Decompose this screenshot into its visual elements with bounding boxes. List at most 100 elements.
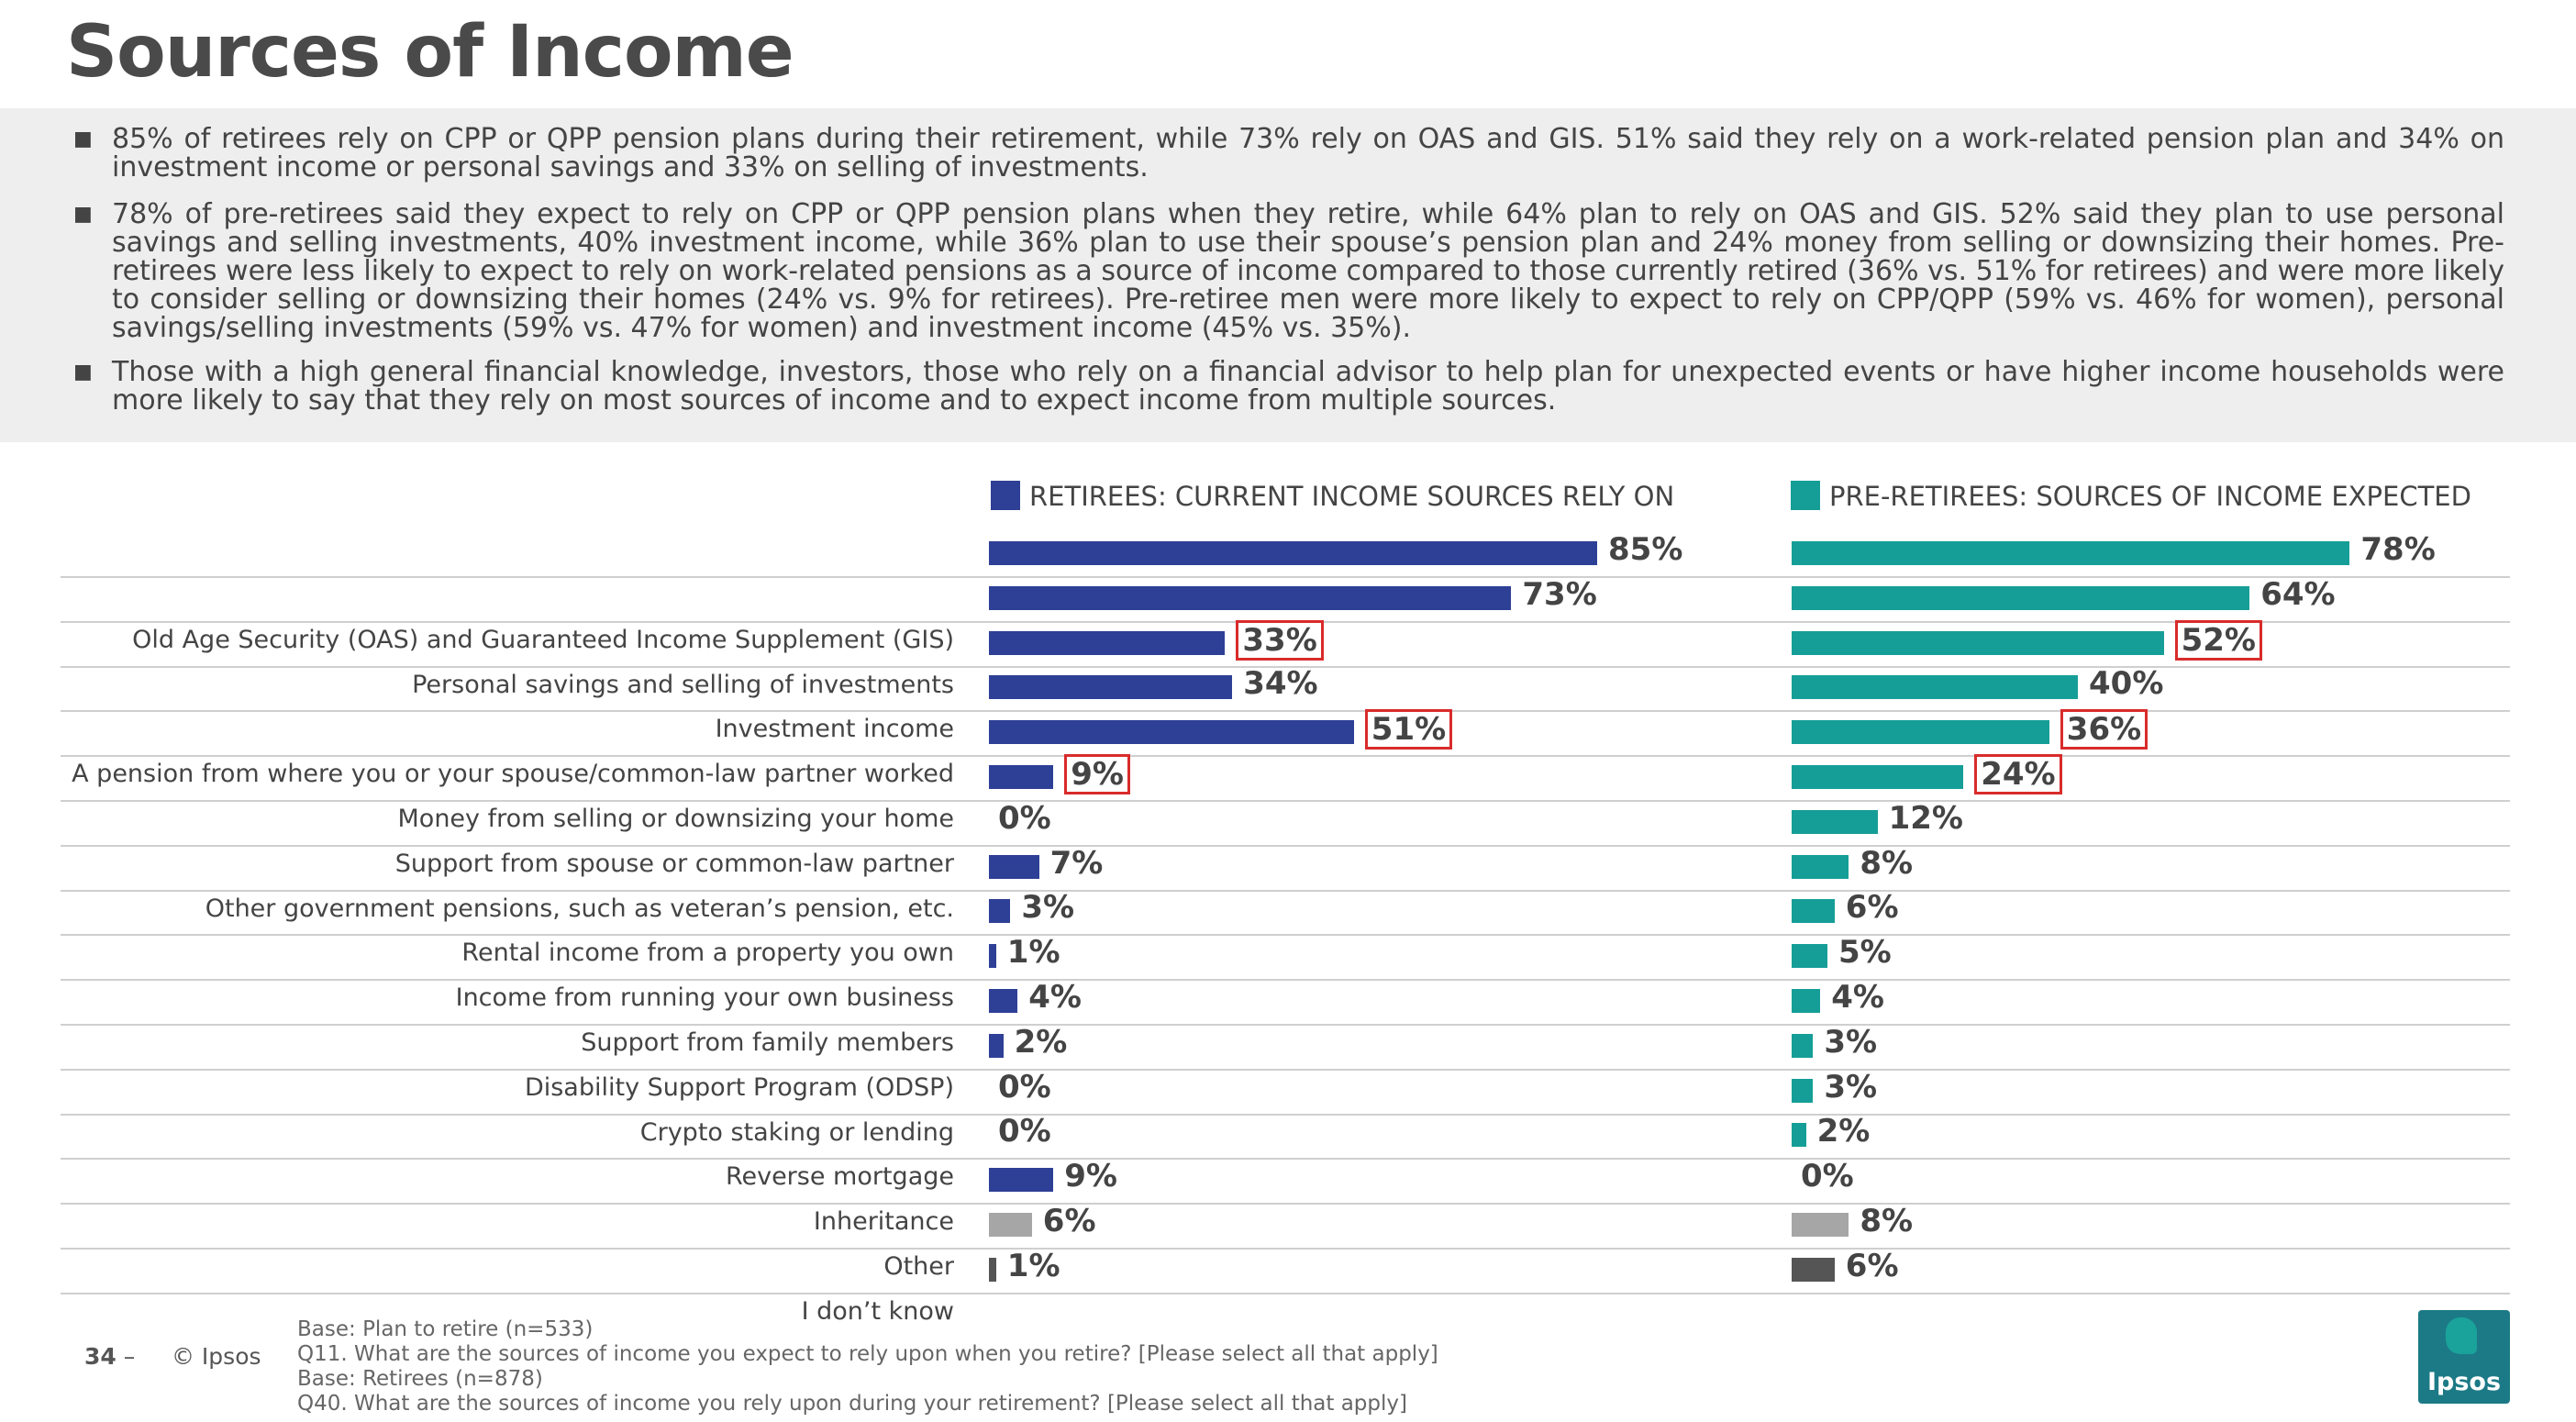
pre-retirees-value-label: 6% [1845, 889, 1899, 927]
row-divider [61, 755, 2510, 758]
pre-retirees-bar [1792, 1123, 1806, 1148]
pre-retirees-value-label: 8% [1860, 844, 1914, 882]
pre-retirees-bar [1792, 1078, 1814, 1103]
bullet-text: Those with a high general financial know… [112, 356, 2504, 417]
legend-label-retirees: RETIREES: CURRENT INCOME SOURCES RELY ON [1029, 481, 1675, 512]
bullet-text: 85% of retirees rely on CPP or QPP pensi… [112, 123, 2504, 183]
category-label: Support from spouse or common-law partne… [394, 849, 954, 878]
retirees-value-label: 4% [1028, 979, 1082, 1016]
retirees-value-label: 33% [1236, 619, 1324, 661]
retirees-bar [989, 541, 1597, 565]
retirees-bar [989, 1168, 1054, 1193]
pre-retirees-bar [1792, 585, 2250, 610]
category-label: I don’t know [801, 1296, 954, 1326]
retirees-bar [989, 630, 1226, 655]
bullet-marker-icon: ■ [73, 128, 93, 150]
row-divider [61, 889, 2510, 892]
page-separator: – [123, 1343, 136, 1370]
retirees-value-label: 1% [1006, 1247, 1060, 1284]
retirees-bar [989, 1033, 1004, 1058]
row-divider [61, 1068, 2510, 1071]
pre-retirees-value-label: 4% [1831, 979, 1884, 1016]
pre-retirees-value-label: 40% [2089, 665, 2164, 703]
pre-retirees-value-label: 8% [1860, 1203, 1914, 1239]
page-number: 34 [84, 1343, 117, 1370]
pre-retirees-bar [1792, 1033, 1814, 1058]
legend-swatch-pre-retirees [1791, 481, 1820, 510]
retirees-value-label: 9% [1064, 1158, 1117, 1195]
category-label: Support from family members [581, 1028, 954, 1057]
retirees-bar [989, 585, 1512, 610]
row-divider [61, 1113, 2510, 1116]
pre-retirees-value-label: 3% [1824, 1023, 1878, 1061]
page-footer: 34 – © Ipsos [84, 1343, 261, 1370]
bullet-text: 78% of pre-retirees said they expect to … [112, 198, 2504, 344]
pre-retirees-value-label: 78% [2360, 531, 2436, 568]
retirees-bar [989, 854, 1039, 879]
legend-retirees: RETIREES: CURRENT INCOME SOURCES RELY ON [991, 481, 1674, 512]
copyright: © Ipsos [171, 1343, 261, 1370]
retirees-value-label: 51% [1364, 709, 1453, 750]
row-divider [61, 665, 2510, 668]
category-label: Personal savings and selling of investme… [412, 670, 954, 699]
base-note: Base: Plan to retire (n=533) [297, 1317, 594, 1341]
category-label: Rental income from a property you own [461, 939, 954, 968]
row-divider [61, 1248, 2510, 1250]
pre-retirees-bar [1792, 1257, 1835, 1282]
bullet-marker-icon: ■ [73, 361, 93, 383]
pre-retirees-bar [1792, 944, 1827, 969]
pre-retirees-value-label: 5% [1838, 934, 1892, 972]
pre-retirees-bar [1792, 809, 1878, 834]
bullet-marker-icon: ■ [73, 203, 93, 226]
category-label: Other government pensions, such as veter… [205, 894, 954, 923]
legend-pre-retirees: PRE-RETIREES: SOURCES OF INCOME EXPECTED [1791, 481, 2471, 512]
pre-retirees-bar [1792, 765, 1964, 789]
retirees-bar [989, 899, 1011, 924]
category-label: Investment income [715, 715, 954, 744]
pre-retirees-bar [1792, 1213, 1849, 1237]
retirees-value-label: 0% [998, 799, 1051, 837]
category-label: Inheritance [813, 1207, 954, 1237]
retirees-bar [989, 1257, 996, 1282]
row-divider [61, 934, 2510, 937]
retirees-value-label: 2% [1014, 1023, 1068, 1061]
pre-retirees-bar [1792, 541, 2350, 565]
pre-retirees-value-label: 36% [2060, 709, 2149, 750]
base-note: Base: Retirees (n=878) [297, 1367, 543, 1391]
page-title: Sources of Income [66, 11, 794, 94]
pre-retirees-bar [1792, 854, 1849, 879]
row-divider [61, 1158, 2510, 1161]
retirees-bar [989, 1213, 1032, 1237]
category-label: Reverse mortgage [725, 1162, 954, 1192]
pre-retirees-bar [1792, 630, 2164, 655]
pre-retirees-value-label: 64% [2260, 575, 2336, 613]
retirees-value-label: 34% [1243, 665, 1318, 703]
question-note: Q40. What are the sources of income you … [297, 1392, 1407, 1416]
retirees-value-label: 73% [1522, 575, 1597, 613]
summary-panel: ■ 85% of retirees rely on CPP or QPP pen… [0, 108, 2576, 442]
legend-swatch-retirees [991, 481, 1020, 510]
row-divider [61, 576, 2510, 578]
category-label: Money from selling or downsizing your ho… [397, 805, 955, 833]
category-label: Disability Support Program (ODSP) [524, 1072, 954, 1102]
question-note: Q11. What are the sources of income you … [297, 1342, 1438, 1366]
retirees-value-label: 1% [1006, 934, 1060, 972]
retirees-bar [989, 989, 1018, 1013]
retirees-value-label: 9% [1064, 754, 1130, 794]
pre-retirees-value-label: 3% [1824, 1068, 1878, 1105]
category-label: Other [883, 1252, 954, 1281]
pre-retirees-bar [1792, 720, 2049, 745]
row-divider [61, 800, 2510, 802]
pre-retirees-value-label: 0% [1801, 1158, 1854, 1195]
logo-text: Ipsos [2426, 1368, 2502, 1396]
category-label: Crypto staking or lending [639, 1117, 954, 1147]
category-label: Income from running your own business [455, 983, 954, 1013]
retirees-value-label: 7% [1049, 844, 1104, 882]
logo-bubble-icon [2446, 1317, 2477, 1354]
row-divider [61, 844, 2510, 847]
retirees-value-label: 85% [1608, 531, 1683, 568]
retirees-value-label: 0% [998, 1113, 1051, 1150]
retirees-bar [989, 765, 1054, 789]
pre-retirees-bar [1792, 675, 2078, 700]
retirees-value-label: 0% [998, 1068, 1051, 1105]
